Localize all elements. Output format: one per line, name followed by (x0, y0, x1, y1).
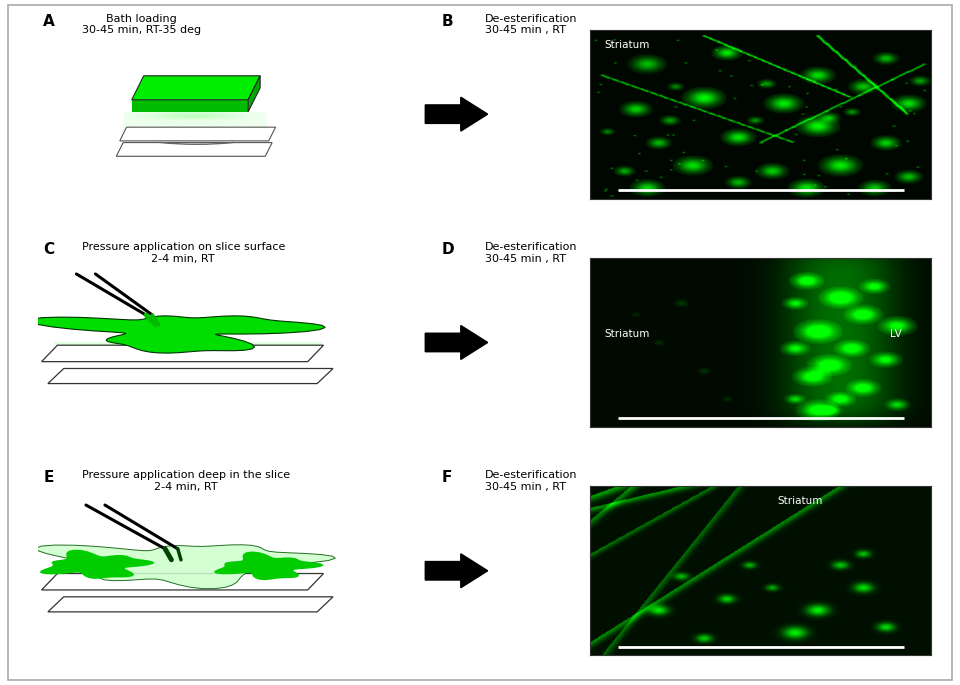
Ellipse shape (132, 108, 255, 126)
Ellipse shape (141, 109, 246, 125)
Polygon shape (48, 597, 333, 612)
Polygon shape (116, 142, 272, 156)
Ellipse shape (134, 108, 252, 126)
Ellipse shape (157, 112, 229, 123)
Polygon shape (48, 369, 333, 384)
Ellipse shape (164, 112, 223, 121)
Ellipse shape (155, 111, 232, 123)
Polygon shape (214, 551, 324, 580)
Polygon shape (132, 76, 260, 100)
Text: De-esterification
30-45 min , RT: De-esterification 30-45 min , RT (485, 471, 577, 492)
Text: C: C (43, 242, 55, 257)
Text: D: D (442, 242, 454, 257)
Text: LV: LV (890, 329, 902, 339)
Polygon shape (120, 112, 271, 146)
Polygon shape (40, 549, 155, 579)
Text: F: F (442, 471, 452, 485)
Ellipse shape (138, 108, 249, 125)
Text: B: B (442, 14, 453, 29)
Text: A: A (43, 14, 55, 29)
Text: De-esterification
30-45 min , RT: De-esterification 30-45 min , RT (485, 242, 577, 264)
Text: Pressure application deep in the slice
2-4 min, RT: Pressure application deep in the slice 2… (82, 471, 290, 492)
Ellipse shape (125, 107, 262, 127)
Ellipse shape (151, 110, 236, 123)
Ellipse shape (160, 112, 227, 122)
Text: Pressure application on slice surface
2-4 min, RT: Pressure application on slice surface 2-… (82, 242, 285, 264)
Polygon shape (41, 345, 324, 362)
FancyArrow shape (425, 553, 488, 588)
FancyArrow shape (425, 97, 488, 131)
Polygon shape (54, 342, 324, 359)
Ellipse shape (170, 114, 216, 121)
Text: Striatum: Striatum (778, 497, 824, 506)
Text: E: E (43, 471, 54, 485)
Ellipse shape (167, 113, 220, 121)
FancyArrow shape (425, 325, 488, 360)
Polygon shape (36, 545, 335, 588)
Ellipse shape (148, 110, 239, 124)
Polygon shape (120, 127, 276, 141)
Text: Striatum: Striatum (604, 329, 649, 339)
Polygon shape (29, 316, 325, 353)
Text: De-esterification
30-45 min , RT: De-esterification 30-45 min , RT (485, 14, 577, 36)
Polygon shape (249, 76, 260, 112)
Polygon shape (41, 573, 324, 590)
Polygon shape (132, 100, 249, 112)
Ellipse shape (128, 107, 258, 127)
Ellipse shape (144, 110, 243, 124)
Text: Striatum: Striatum (604, 40, 649, 50)
Text: Bath loading
30-45 min, RT-35 deg: Bath loading 30-45 min, RT-35 deg (82, 14, 201, 36)
